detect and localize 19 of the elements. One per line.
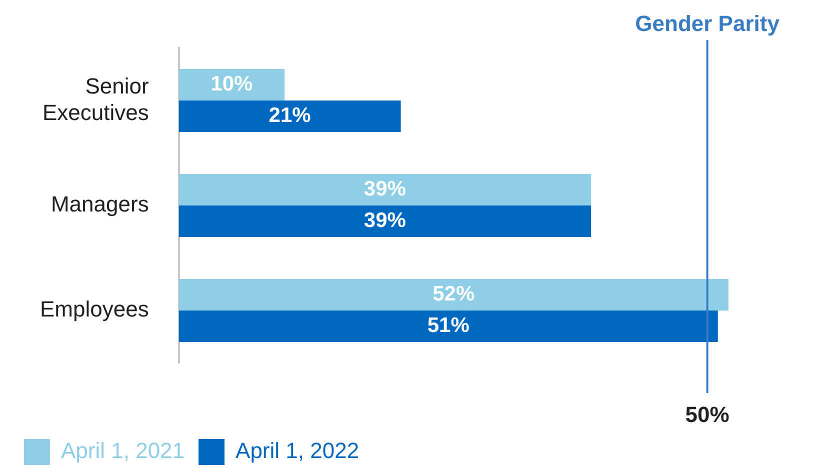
bar: [178, 69, 285, 100]
data-label: 10%: [210, 72, 254, 96]
bar: [178, 206, 592, 237]
data-label: 39%: [364, 178, 406, 201]
bar: [178, 100, 401, 132]
ref-line-label: Gender Parity: [635, 11, 780, 36]
data-label: 51%: [427, 314, 470, 338]
y-tick-label: Employees: [40, 296, 149, 322]
legend-label: April 1, 2021: [61, 438, 185, 464]
data-label: 21%: [268, 104, 312, 128]
text: 50%: [685, 402, 730, 428]
bar: [178, 310, 718, 342]
data-label: 52%: [432, 282, 475, 306]
y-tick-label: Senior Executives: [42, 73, 149, 125]
bar: [178, 174, 592, 206]
legend-label: April 1, 2022: [236, 438, 360, 464]
y-tick-label: Managers: [50, 192, 149, 217]
data-label: 39%: [364, 209, 406, 232]
bar: [178, 279, 728, 310]
